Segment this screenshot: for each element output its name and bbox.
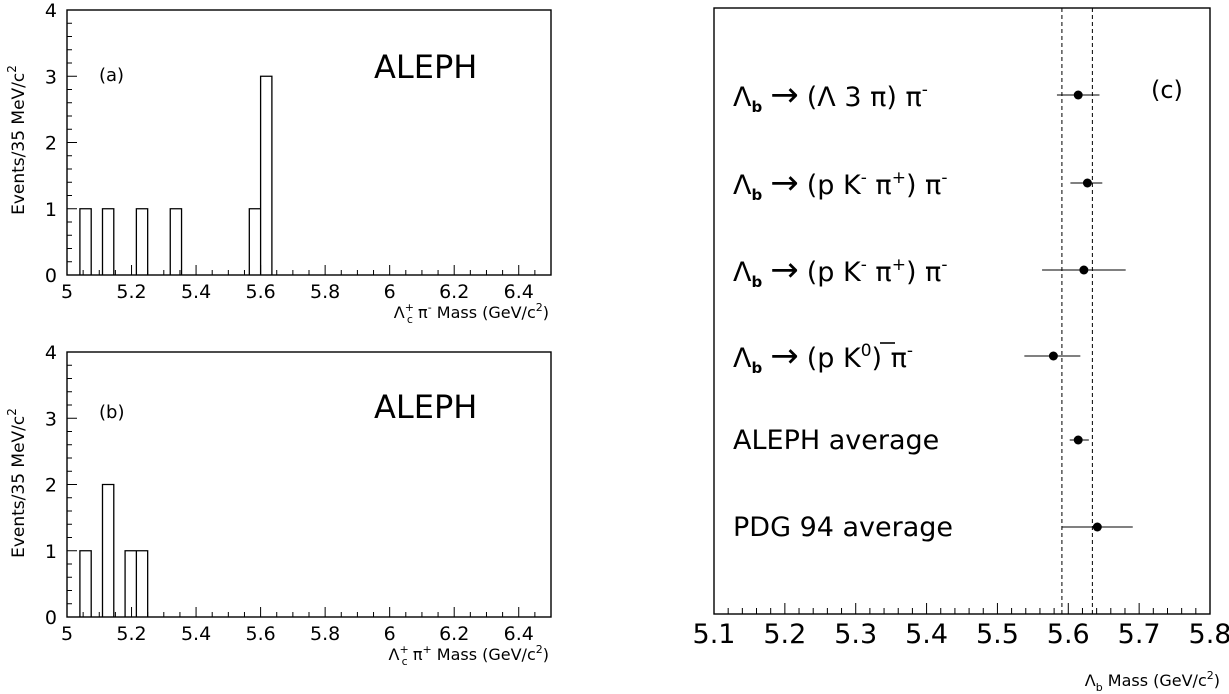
a-histogram-bin xyxy=(261,76,272,275)
b-x-tick-label: 5.8 xyxy=(310,623,340,645)
b-histogram-bin xyxy=(102,485,113,618)
panel-c-measurements: Λb → (Λ 3 π) π- Λb → (p K- π+) π- Λb → (p K- π+)… xyxy=(733,75,1133,543)
mass-comparison-panel-c: 5.1 5.2 5.3 5.4 5.5 5.6 5.7 5.8 Λb → (Λ 3 π) π-Λb… xyxy=(693,7,1229,694)
a-histogram-bin xyxy=(80,209,91,275)
panel-c-xlabel: Λb Mass (GeV/c2) xyxy=(1085,669,1220,694)
measurement-point xyxy=(1073,90,1083,100)
measurement-point xyxy=(1073,435,1083,445)
b-x-tick-label: 5.4 xyxy=(181,623,211,645)
panel-b-x-ticks: 5 5.2 5.4 5.6 5.8 6 6.2 6.4 xyxy=(61,607,552,645)
measurement-label: Λb → (p K0) π- xyxy=(733,336,913,377)
panel-a-y-ticks: 0 1 2 3 4 xyxy=(45,0,77,287)
c-x-tick-label: 5.1 xyxy=(693,619,736,650)
c-x-tick-label: 5.7 xyxy=(1118,619,1161,650)
a-histogram-bin xyxy=(102,209,113,275)
b-y-tick-label: 2 xyxy=(45,475,57,497)
panel-a-frame xyxy=(66,9,552,276)
panel-c-x-ticks: 5.1 5.2 5.3 5.4 5.5 5.6 5.7 5.8 xyxy=(693,603,1229,650)
a-x-tick-label: 6.2 xyxy=(439,281,469,303)
measurement-point xyxy=(1092,522,1102,532)
a-histogram-bin xyxy=(136,209,147,275)
panel-c-average-band xyxy=(1061,8,1093,614)
panel-a-histogram xyxy=(79,75,273,275)
b-y-tick-label: 3 xyxy=(45,408,57,430)
measurement-label: ALEPH average xyxy=(733,425,939,456)
b-x-tick-label: 6 xyxy=(384,623,396,645)
panel-b-histogram xyxy=(79,483,149,617)
measurement-label: Λb → (Λ 3 π) π- xyxy=(733,75,928,116)
a-y-tick-label: 2 xyxy=(45,133,57,155)
a-histogram-bin xyxy=(249,209,260,275)
a-y-tick-label: 3 xyxy=(45,66,57,88)
measurement-point xyxy=(1082,178,1092,188)
a-x-tick-label: 6 xyxy=(384,281,396,303)
panel-b-frame xyxy=(66,351,552,618)
panel-b-xlabel: Λ+ c π+ Mass (GeV/c2) xyxy=(389,643,550,668)
measurement-label: Λb → (p K- π+) π- xyxy=(733,250,947,291)
b-x-tick-label: 5.6 xyxy=(245,623,275,645)
panel-b-ylabel: Events/35 MeV/c2 xyxy=(5,408,29,558)
a-x-tick-label: 5.6 xyxy=(245,281,275,303)
a-histogram-bin xyxy=(170,209,181,275)
c-x-tick-label: 5.3 xyxy=(834,619,877,650)
b-x-tick-label: 6.2 xyxy=(439,623,469,645)
b-y-tick-label: 0 xyxy=(45,607,57,629)
a-x-tick-label: 5.8 xyxy=(310,281,340,303)
measurement-point xyxy=(1079,265,1089,275)
a-x-tick-label: 5.4 xyxy=(181,281,211,303)
b-y-tick-label: 1 xyxy=(45,541,57,563)
a-y-tick-label: 4 xyxy=(45,0,57,22)
a-x-tick-label: 6.4 xyxy=(504,281,534,303)
histogram-panel-b: 5 5.2 5.4 5.6 5.8 6 6.2 6.4 0 1 2 3 4 (b) ALEPH Eve… xyxy=(5,342,552,668)
b-histogram-bin xyxy=(136,551,147,617)
a-x-tick-label: 5 xyxy=(61,281,73,303)
b-y-tick-label: 4 xyxy=(45,342,57,364)
measurement-label: Λb → (p K- π+) π- xyxy=(733,163,947,204)
measurement-point xyxy=(1048,351,1058,361)
a-x-tick-label: 5.2 xyxy=(116,281,146,303)
b-histogram-bin xyxy=(80,551,91,617)
panel-b-experiment: ALEPH xyxy=(374,388,477,426)
a-y-tick-label: 1 xyxy=(45,199,57,221)
panel-b-label: (b) xyxy=(99,402,124,423)
b-x-tick-label: 5 xyxy=(61,623,73,645)
panel-a-experiment: ALEPH xyxy=(374,48,477,86)
panel-c-label: (c) xyxy=(1151,76,1183,104)
b-x-tick-label: 6.4 xyxy=(504,623,534,645)
panel-a-ylabel: Events/35 MeV/c2 xyxy=(5,65,29,215)
b-x-tick-label: 5.2 xyxy=(116,623,146,645)
panel-a-xlabel: Λ+ c π- Mass (GeV/c2) xyxy=(394,301,549,326)
panel-c-frame xyxy=(713,7,1211,615)
c-x-tick-label: 5.6 xyxy=(1047,619,1090,650)
c-x-tick-label: 5.8 xyxy=(1189,619,1229,650)
measurement-label: PDG 94 average xyxy=(733,512,953,543)
panel-b-y-ticks: 0 1 2 3 4 xyxy=(45,342,77,629)
histogram-panel-a: 5 5.2 5.4 5.6 5.8 6 6.2 6.4 0 1 2 3 4 (a) ALEPH Eve… xyxy=(5,0,552,326)
b-histogram-bin xyxy=(125,551,136,617)
c-x-tick-label: 5.2 xyxy=(763,619,806,650)
a-y-tick-label: 0 xyxy=(45,265,57,287)
c-x-tick-label: 5.4 xyxy=(905,619,948,650)
c-x-tick-label: 5.5 xyxy=(976,619,1019,650)
panel-a-label: (a) xyxy=(99,65,124,86)
panel-a-x-ticks: 5 5.2 5.4 5.6 5.8 6 6.2 6.4 xyxy=(61,265,552,303)
